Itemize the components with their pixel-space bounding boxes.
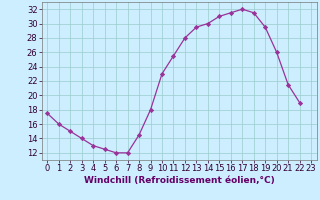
X-axis label: Windchill (Refroidissement éolien,°C): Windchill (Refroidissement éolien,°C) [84, 176, 275, 185]
